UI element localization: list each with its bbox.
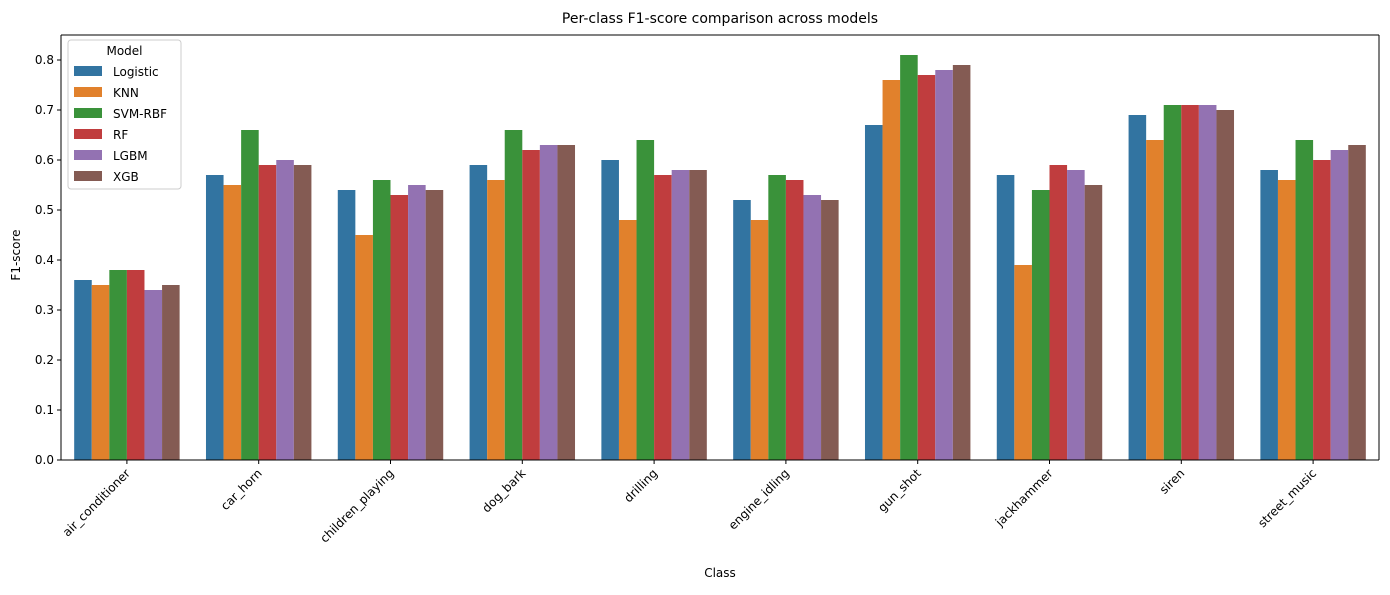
bar xyxy=(671,170,690,460)
bar xyxy=(750,220,769,460)
legend-swatch xyxy=(74,171,102,181)
chart-title: Per-class F1-score comparison across mod… xyxy=(562,11,878,27)
y-tick-label: 0.3 xyxy=(35,303,54,317)
bar xyxy=(785,180,804,460)
bar xyxy=(487,180,505,460)
bar xyxy=(618,220,637,460)
legend-entry-label: SVM-RBF xyxy=(113,107,167,121)
bar xyxy=(109,270,127,460)
bar xyxy=(276,160,294,460)
bar xyxy=(1031,190,1050,460)
bar xyxy=(162,285,180,460)
legend-swatch xyxy=(74,108,102,118)
bar xyxy=(803,195,822,460)
legend-swatch xyxy=(74,87,102,97)
legend-entry-label: KNN xyxy=(113,86,139,100)
bar xyxy=(522,150,540,460)
bar xyxy=(425,190,444,460)
y-tick-label: 0.7 xyxy=(35,103,54,117)
legend-entry-label: XGB xyxy=(113,170,139,184)
bar xyxy=(636,140,655,460)
x-tick-label: jackhammer xyxy=(992,466,1056,530)
bar xyxy=(1084,185,1103,460)
bar xyxy=(821,200,839,460)
bar xyxy=(408,185,426,460)
bar xyxy=(1014,265,1032,460)
bar xyxy=(74,280,92,460)
y-tick-label: 0.6 xyxy=(35,153,54,167)
bar xyxy=(337,190,356,460)
bar xyxy=(1330,150,1349,460)
legend-swatch xyxy=(74,150,102,160)
bar xyxy=(144,290,163,460)
bar xyxy=(996,175,1015,460)
legend-entry-label: LGBM xyxy=(113,149,148,163)
bar xyxy=(1216,110,1235,460)
y-tick-label: 0.2 xyxy=(35,353,54,367)
x-tick-label: dog_bark xyxy=(479,466,528,515)
bar xyxy=(1128,115,1147,460)
bar xyxy=(223,185,242,460)
bar xyxy=(241,130,259,460)
bar xyxy=(539,145,558,460)
bar xyxy=(293,165,312,460)
bar xyxy=(126,270,145,460)
y-tick-label: 0.8 xyxy=(35,53,54,67)
bar xyxy=(900,55,918,460)
x-tick-label: street_music xyxy=(1255,466,1319,530)
bar xyxy=(1277,180,1296,460)
bar xyxy=(654,175,672,460)
bar xyxy=(935,70,953,460)
legend-title: Model xyxy=(106,44,142,58)
legend-entry-label: Logistic xyxy=(113,65,159,79)
bar xyxy=(258,165,277,460)
y-tick-label: 0.1 xyxy=(35,403,54,417)
bar xyxy=(952,65,971,460)
x-tick-label: air_conditioner xyxy=(60,466,133,539)
x-tick-label: siren xyxy=(1157,466,1188,497)
bar xyxy=(1295,140,1314,460)
bar xyxy=(1181,105,1199,460)
x-axis-label: Class xyxy=(704,566,736,580)
legend-swatch xyxy=(74,66,102,76)
bars-layer xyxy=(74,55,1366,460)
bar xyxy=(689,170,707,460)
bar xyxy=(917,75,936,460)
bar xyxy=(469,165,488,460)
bar xyxy=(1348,145,1366,460)
bar xyxy=(882,80,901,460)
bar xyxy=(1260,170,1278,460)
bar xyxy=(1163,105,1182,460)
legend-swatch xyxy=(74,129,102,139)
bar xyxy=(205,175,224,460)
y-tick-label: 0.0 xyxy=(35,453,54,467)
bar xyxy=(768,175,786,460)
y-tick-label: 0.4 xyxy=(35,253,54,267)
legend-entry-label: RF xyxy=(113,128,128,142)
x-tick-label: children_playing xyxy=(317,466,396,545)
x-tick-label: engine_idling xyxy=(726,466,792,532)
bar xyxy=(601,160,619,460)
bar xyxy=(390,195,409,460)
legend: Model Logistic KNN SVM-RBF RF LGBM XGB xyxy=(67,39,182,190)
bar xyxy=(1198,105,1217,460)
x-tick-label: gun_shot xyxy=(875,466,924,515)
bar xyxy=(504,130,523,460)
x-tick-label: drilling xyxy=(621,466,660,505)
bar xyxy=(864,125,883,460)
bar xyxy=(1049,165,1068,460)
x-tick-label: car_horn xyxy=(218,466,265,513)
bar xyxy=(557,145,576,460)
bar xyxy=(1146,140,1164,460)
y-tick-label: 0.5 xyxy=(35,203,54,217)
bar xyxy=(733,200,751,460)
bar xyxy=(372,180,391,460)
bar xyxy=(91,285,110,460)
bar xyxy=(1313,160,1331,460)
bar xyxy=(1067,170,1085,460)
y-axis-label: F1-score xyxy=(9,229,23,280)
bar xyxy=(355,235,373,460)
